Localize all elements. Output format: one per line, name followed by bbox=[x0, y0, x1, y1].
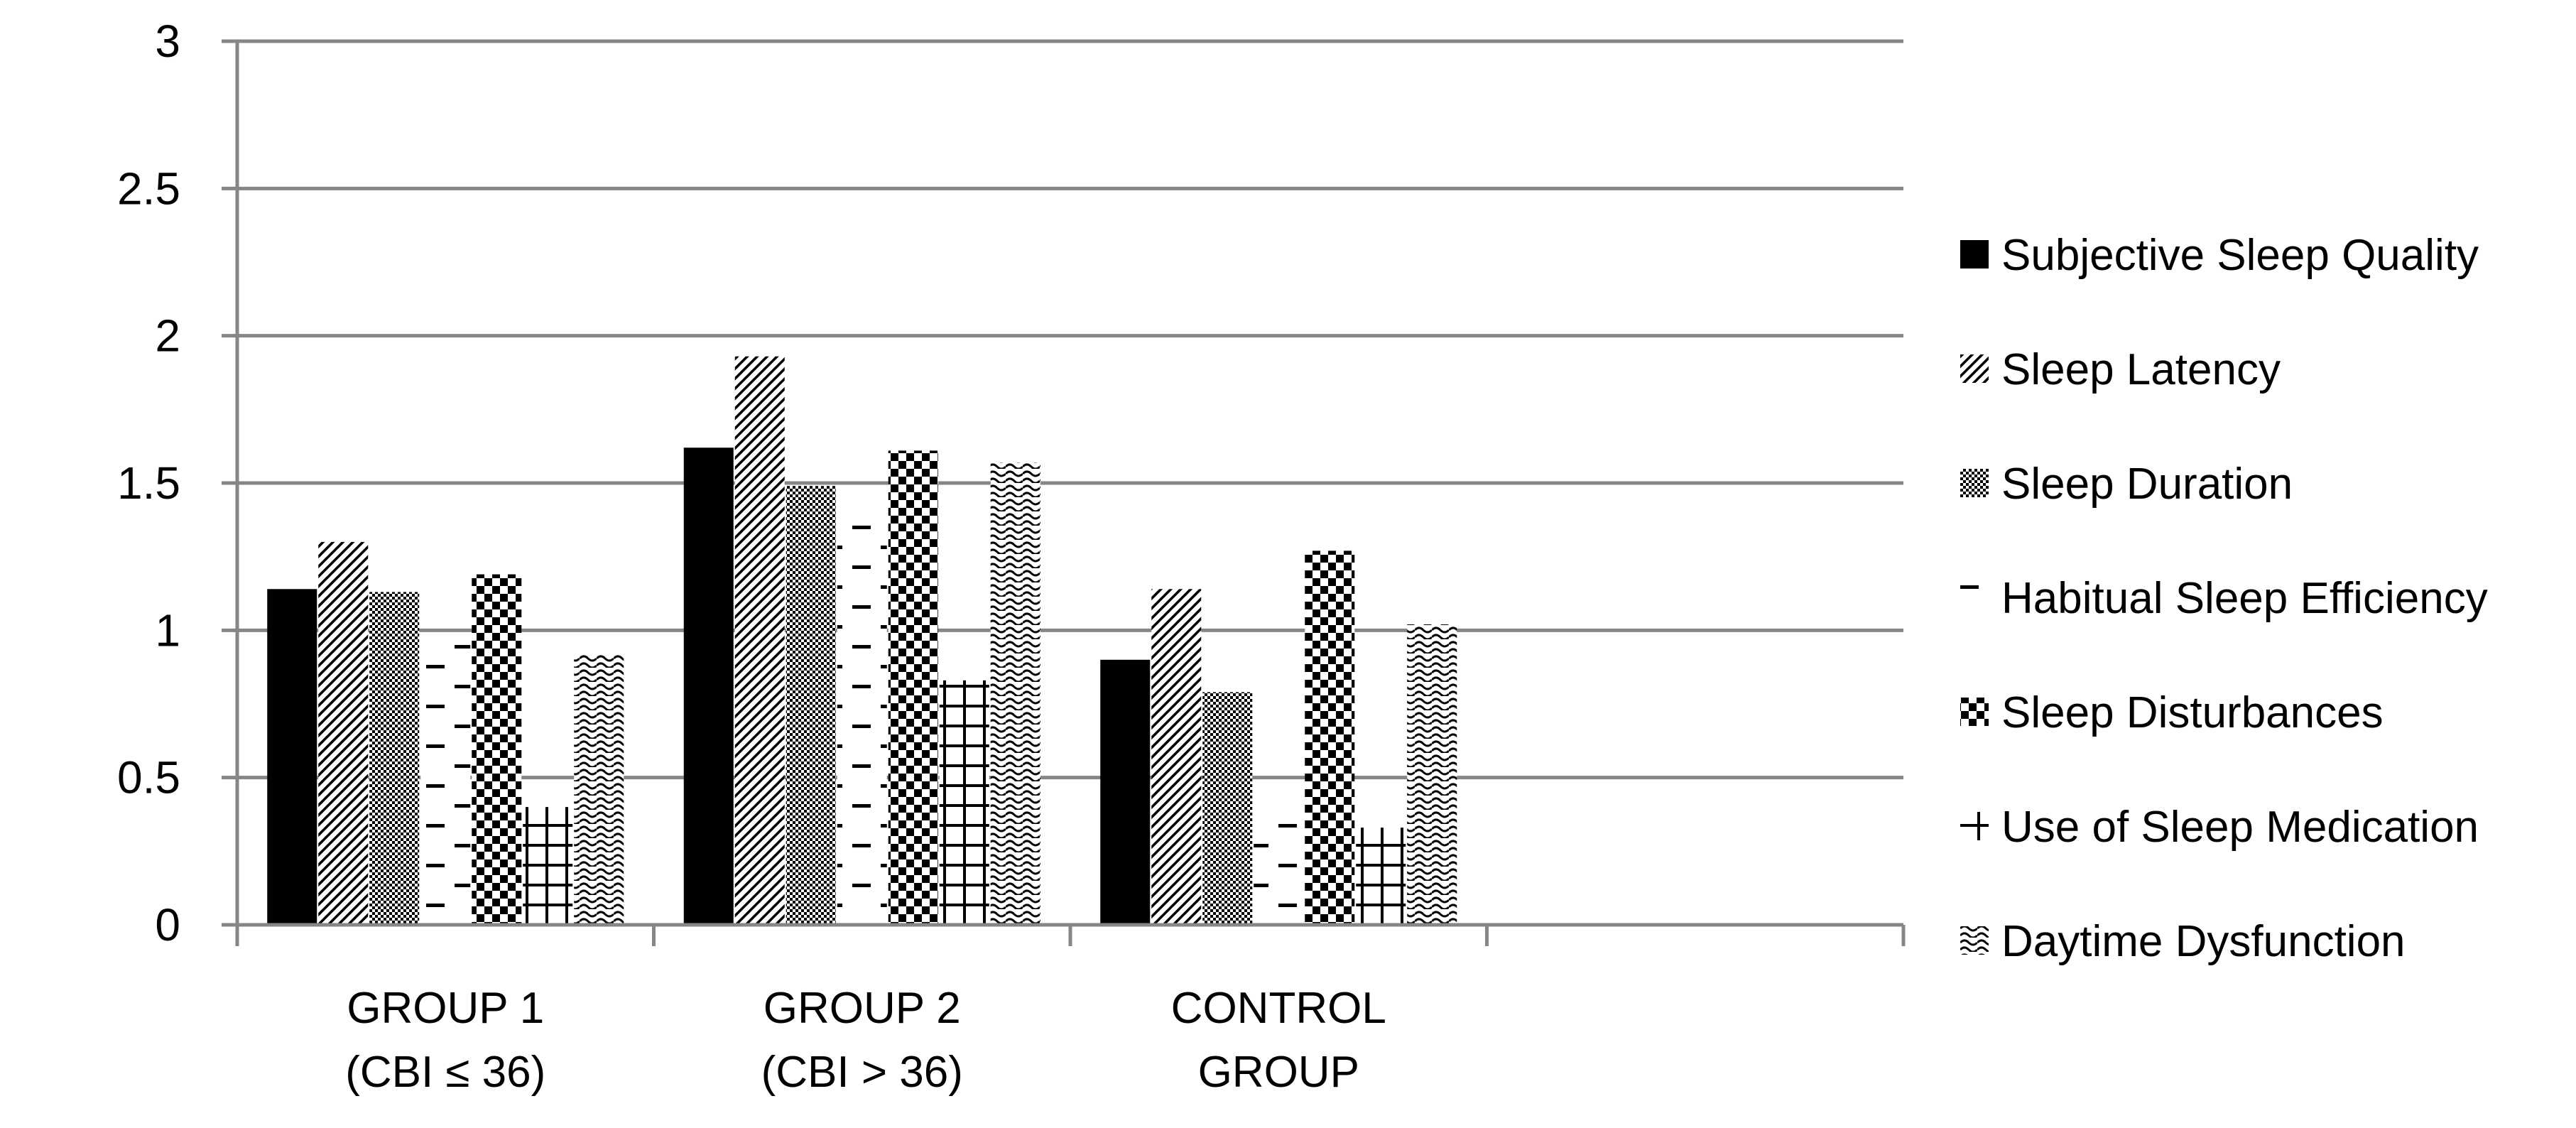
bar bbox=[1151, 589, 1202, 925]
bar bbox=[786, 486, 836, 925]
bar bbox=[990, 462, 1040, 925]
bar bbox=[734, 356, 785, 925]
legend-swatch bbox=[1960, 812, 1989, 840]
bar bbox=[369, 592, 420, 925]
legend-swatch bbox=[1960, 583, 1989, 612]
legend-swatch bbox=[1960, 469, 1989, 497]
x-category-label: GROUP 1 bbox=[347, 984, 544, 1033]
bar bbox=[683, 448, 734, 925]
legend: Subjective Sleep Quality Sleep Latency Sle… bbox=[1960, 231, 2488, 966]
bar bbox=[1202, 692, 1253, 925]
axes bbox=[222, 39, 1906, 946]
bar bbox=[267, 589, 317, 925]
bar bbox=[888, 450, 938, 925]
bar bbox=[574, 654, 624, 925]
x-category-label: CONTROL bbox=[1171, 984, 1386, 1033]
axis-labels: 0 0.5 1 1.5 2 2.5 3 GROUP 1 (CBI ≤ 36) GROUP 2 (CB… bbox=[117, 16, 1386, 1097]
bar bbox=[1100, 659, 1151, 925]
bar bbox=[939, 680, 989, 925]
y-tick-label: 3 bbox=[155, 16, 180, 67]
legend-label: Sleep Latency bbox=[2001, 345, 2281, 394]
bar bbox=[523, 807, 573, 925]
legend-label: Daytime Dysfunction bbox=[2001, 917, 2406, 966]
bar bbox=[472, 574, 522, 925]
legend-label: Use of Sleep Medication bbox=[2001, 803, 2479, 852]
y-tick-label: 2 bbox=[155, 310, 180, 362]
bar bbox=[1356, 828, 1406, 925]
bar bbox=[1254, 818, 1304, 925]
legend-swatch bbox=[1960, 926, 1989, 955]
legend-label: Sleep Disturbances bbox=[2001, 688, 2384, 737]
bar bbox=[837, 512, 887, 925]
legend-swatch bbox=[1960, 698, 1989, 726]
bars bbox=[267, 356, 1457, 925]
legend-label: Habitual Sleep Efficiency bbox=[2001, 574, 2488, 623]
legend-label: Subjective Sleep Quality bbox=[2001, 231, 2479, 280]
x-category-label: GROUP 2 bbox=[763, 984, 961, 1033]
bar bbox=[318, 541, 369, 925]
y-tick-label: 0 bbox=[155, 899, 180, 950]
x-category-label: GROUP bbox=[1198, 1048, 1359, 1097]
legend-swatch bbox=[1960, 354, 1989, 383]
bar bbox=[1305, 551, 1355, 925]
legend-label: Sleep Duration bbox=[2001, 460, 2293, 509]
y-tick-label: 2.5 bbox=[117, 163, 180, 214]
bar bbox=[1407, 624, 1457, 925]
y-tick-label: 0.5 bbox=[117, 752, 180, 803]
x-category-label: (CBI ≤ 36) bbox=[345, 1048, 545, 1097]
x-category-label: (CBI > 36) bbox=[761, 1048, 963, 1097]
y-tick-label: 1 bbox=[155, 604, 180, 656]
legend-swatch bbox=[1960, 240, 1989, 269]
y-tick-label: 1.5 bbox=[117, 457, 180, 509]
bar bbox=[420, 639, 471, 925]
